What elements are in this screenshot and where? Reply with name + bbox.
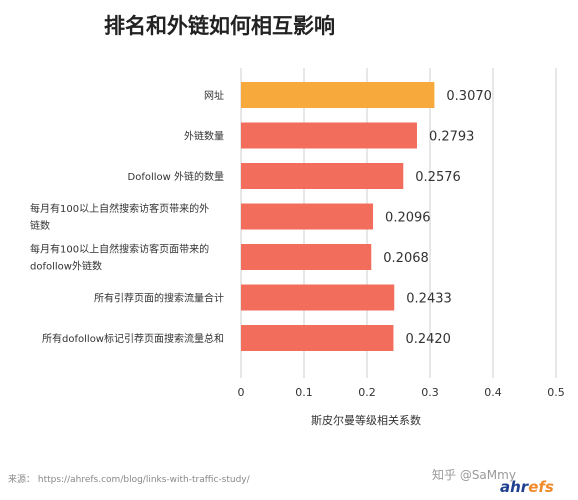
x-tick-label: 0.5 bbox=[547, 386, 565, 399]
category-label-line: 外链数量 bbox=[184, 130, 224, 143]
x-tick-label: 0.4 bbox=[484, 386, 502, 399]
brand-accent: efs bbox=[528, 478, 554, 496]
category-label: 所有dofollow标记引荐页面搜索流量总和 bbox=[42, 332, 224, 345]
data-label: 0.2576 bbox=[415, 170, 461, 185]
category-label: 每月有100以上自然搜索访客页带来的外链数 bbox=[30, 202, 209, 232]
category-label: 所有引荐页面的搜索流量合计 bbox=[94, 292, 224, 305]
category-label-line: 每月有100以上自然搜索访客页带来的外 bbox=[30, 202, 209, 215]
x-axis-title: 斯皮尔曼等级相关系数 bbox=[311, 413, 421, 427]
category-label-line: 所有引荐页面的搜索流量合计 bbox=[94, 292, 224, 305]
x-tick-label: 0.1 bbox=[295, 386, 313, 399]
category-label-line: 所有dofollow标记引荐页面搜索流量总和 bbox=[42, 332, 224, 345]
zhihu-watermark: 知乎 @SaMmy bbox=[432, 468, 516, 482]
data-label: 0.2096 bbox=[385, 211, 431, 226]
bar bbox=[241, 325, 394, 351]
data-label: 0.2420 bbox=[405, 332, 451, 347]
bar bbox=[241, 82, 435, 108]
brand-main: ahr bbox=[500, 478, 529, 496]
category-label: 外链数量 bbox=[184, 130, 224, 143]
data-label: 0.2433 bbox=[406, 292, 452, 307]
bar bbox=[241, 244, 372, 270]
ahrefs-logo: ahrefs bbox=[500, 478, 554, 496]
value-labels: 0.3070 0.2793 0.2576 0.2096 0.2068 0.2433 0.24… bbox=[383, 89, 492, 347]
chart-title: 排名和外链如何相互影响 bbox=[104, 14, 335, 38]
category-label-line: 每月有100以上自然搜索访客页面带来的 bbox=[30, 243, 209, 256]
category-label-line: Dofollow 外链的数量 bbox=[128, 170, 225, 183]
bar bbox=[241, 122, 417, 149]
category-label-line: 链数 bbox=[30, 219, 50, 232]
bar bbox=[241, 163, 404, 189]
bar bbox=[241, 203, 374, 230]
category-label: 每月有100以上自然搜索访客页面带来的 dofollow外链数 bbox=[30, 243, 209, 273]
category-label-line: 网址 bbox=[204, 89, 224, 102]
category-label: 网址 bbox=[204, 89, 224, 102]
x-tick-label: 0.3 bbox=[421, 386, 439, 399]
bar bbox=[241, 284, 395, 311]
data-label: 0.3070 bbox=[446, 89, 492, 104]
data-label: 0.2793 bbox=[429, 130, 475, 145]
category-label-line: dofollow外链数 bbox=[30, 260, 102, 273]
x-tick-label: 0 bbox=[238, 386, 245, 399]
category-label: Dofollow 外链的数量 bbox=[128, 170, 225, 183]
x-tick-labels: 0 0.1 0.2 0.3 0.4 0.5 bbox=[238, 386, 565, 399]
source-note: 来源： https://ahrefs.com/blog/links-with-t… bbox=[8, 475, 250, 485]
x-tick-label: 0.2 bbox=[358, 386, 376, 399]
bars bbox=[241, 82, 435, 351]
data-label: 0.2068 bbox=[383, 251, 429, 266]
